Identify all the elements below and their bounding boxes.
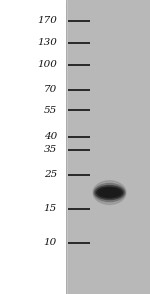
Text: 100: 100 xyxy=(37,60,57,69)
Text: 130: 130 xyxy=(37,38,57,47)
Text: 55: 55 xyxy=(44,106,57,115)
FancyBboxPatch shape xyxy=(0,0,66,294)
Ellipse shape xyxy=(93,181,126,205)
Text: 170: 170 xyxy=(37,16,57,25)
Text: 70: 70 xyxy=(44,85,57,94)
Ellipse shape xyxy=(97,187,122,198)
Ellipse shape xyxy=(94,183,125,202)
FancyBboxPatch shape xyxy=(66,0,150,294)
Ellipse shape xyxy=(99,188,120,197)
Ellipse shape xyxy=(95,185,124,200)
Text: 15: 15 xyxy=(44,204,57,213)
Text: 10: 10 xyxy=(44,238,57,247)
Text: 35: 35 xyxy=(44,146,57,154)
Text: 25: 25 xyxy=(44,171,57,179)
Text: 40: 40 xyxy=(44,132,57,141)
